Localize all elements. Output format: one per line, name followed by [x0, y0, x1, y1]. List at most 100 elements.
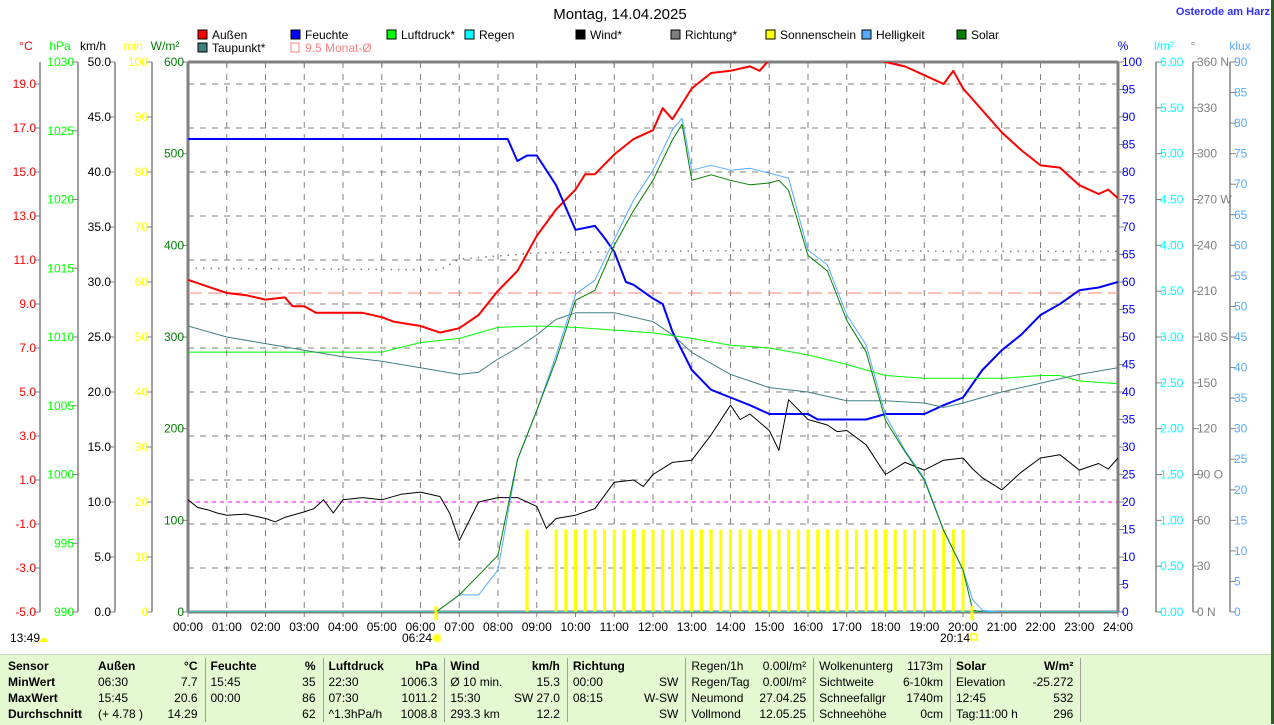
axis-tick-label: 10: [1234, 544, 1248, 558]
axis-tick-label: 55: [1234, 269, 1248, 283]
legend-swatch: [290, 29, 301, 40]
axis-solar: W/m² 600 500 400 300 200 100 0: [151, 39, 190, 619]
table-value: 12.05.25: [754, 706, 815, 722]
axis-tick-label: 0: [177, 605, 184, 619]
axis-tick-label: 0: [1234, 605, 1241, 619]
table-row: MaxWert 15:45 20.6 00:00 86 07:30 1011.2 15:30 S…: [0, 690, 1082, 706]
sunshine-bar: [574, 529, 577, 612]
axis-unit-label: min: [123, 39, 142, 53]
series-line-luftdruck: [188, 325, 1118, 385]
axis-tick-label: 330: [1197, 101, 1217, 115]
axis-tick-label: 50: [135, 330, 149, 344]
table-label: 07:30: [328, 691, 359, 705]
sunshine-bar: [787, 529, 791, 612]
legend-label: Luftdruck*: [401, 28, 455, 42]
sunshine-bar: [670, 529, 674, 612]
legend-label: Taupunkt*: [212, 41, 266, 55]
axis-tick-label: 75: [1122, 193, 1136, 207]
sunshine-bar: [651, 529, 655, 612]
axis-tick-label: 45: [1122, 358, 1136, 372]
sunshine-bar: [922, 529, 926, 612]
table-value: 532: [1022, 690, 1082, 706]
plot-area: [188, 62, 1118, 612]
table-value: 7.7: [150, 674, 206, 690]
legend-swatch: [290, 42, 300, 53]
table-label: Elevation: [955, 675, 1006, 689]
sunshine-bar: [709, 529, 713, 612]
table-label: Schneehöhe: [819, 707, 887, 721]
axis-tick-label: 5: [1234, 574, 1241, 588]
sunshine-bar: [796, 529, 800, 612]
axis-tick-label: 1.0: [19, 473, 36, 487]
axis-tick-label: 15.0: [88, 440, 112, 454]
series-line-solar: [435, 123, 983, 612]
axis-tick-label: 5: [1122, 578, 1129, 592]
axis-tick-label: 2.50: [1160, 376, 1184, 390]
axis-tick-label: 40: [1122, 385, 1136, 399]
axis-tick-label: 100: [164, 513, 184, 527]
axis-tick-label: 65: [1122, 248, 1136, 262]
axis-tick-label: 995: [54, 536, 74, 550]
x-tick-label: 06:00: [405, 620, 435, 634]
table-value: 1173m: [897, 658, 951, 674]
axis-tick-label: 70: [1234, 177, 1248, 191]
axis-tick-label: -5.0: [15, 605, 36, 619]
x-tick-label: 21:00: [987, 620, 1017, 634]
axis-tick-label: 1015: [47, 261, 74, 275]
sunshine-bar: [564, 529, 568, 612]
table-value: W-SW: [629, 690, 687, 706]
axis-tick-label: 80: [1234, 116, 1248, 130]
axis-tick-label: 20.0: [88, 385, 112, 399]
sunshine-bar: [525, 529, 529, 612]
axis-rain: l/m² 6.00 5.50 5.00 4.50 4.00 3.50 3.00 2.50 2.00…: [1154, 39, 1184, 619]
axis-hum: %100959085807570656055504540353025201510…: [1116, 39, 1142, 619]
axis-tick-label: 500: [164, 147, 184, 161]
table-label: 15:45: [210, 675, 241, 689]
axis-tick-label: 0.00: [1160, 605, 1184, 619]
legend-swatch: [765, 29, 776, 40]
sunshine-bar: [854, 529, 858, 612]
sunshine-bar: [641, 529, 645, 612]
axis-tick-label: -3.0: [15, 561, 36, 575]
x-tick-label: 08:00: [483, 620, 513, 634]
axis-tick-label: 20: [1122, 495, 1136, 509]
axis-tick-label: 90: [1122, 110, 1136, 124]
axis-tick-label: 990: [54, 605, 74, 619]
table-value: 12.2: [507, 706, 568, 722]
table-label: [205, 706, 270, 722]
axis-tick-label: 30.0: [88, 275, 112, 289]
axis-tick-label: 1.00: [1160, 513, 1184, 527]
table-label: 293.3 km: [450, 707, 500, 721]
x-tick-label: 24:00: [1103, 620, 1133, 634]
axis-tick-label: 3.50: [1160, 284, 1184, 298]
axis-unit-label: °C: [19, 39, 33, 53]
axis-tick-label: 35: [1122, 413, 1136, 427]
table-label: Wind: [450, 659, 480, 673]
axis-tick-label: 60: [1234, 238, 1248, 252]
table-value: SW: [629, 674, 687, 690]
legend-item: Solar: [956, 28, 999, 42]
table-header-row: Sensor Außen °C Feuchte% Luftdruck hPa Wind km/…: [0, 658, 1082, 674]
axis-tick-label: 3.00: [1160, 330, 1184, 344]
axis-tick-label: 45.0: [88, 110, 112, 124]
table-value: 1006.3: [388, 674, 446, 690]
table-value: 27.04.25: [754, 690, 815, 706]
axis-tick-label: 210: [1197, 284, 1217, 298]
axis-unit-label: l/m²: [1154, 39, 1174, 53]
axis-tick-label: 1030: [47, 55, 74, 69]
axis-unit-label: km/h: [80, 39, 106, 53]
legend-item: Außen: [197, 28, 247, 42]
axis-tick-label: 65: [1234, 208, 1248, 222]
sunshine-bar: [738, 529, 742, 612]
axis-tick-label: 1000: [47, 468, 74, 482]
axis-tick-label: 40.0: [88, 165, 112, 179]
legend-swatch: [197, 29, 208, 40]
x-tick-label: 12:00: [638, 620, 668, 634]
table-value: 1008.8: [388, 706, 446, 722]
sunshine-bar: [893, 529, 897, 612]
axis-tick-label: 150: [1197, 376, 1217, 390]
table-value: 0.00l/m²: [754, 674, 815, 690]
legend-swatch: [956, 29, 967, 40]
sunshine-bar: [825, 529, 829, 612]
